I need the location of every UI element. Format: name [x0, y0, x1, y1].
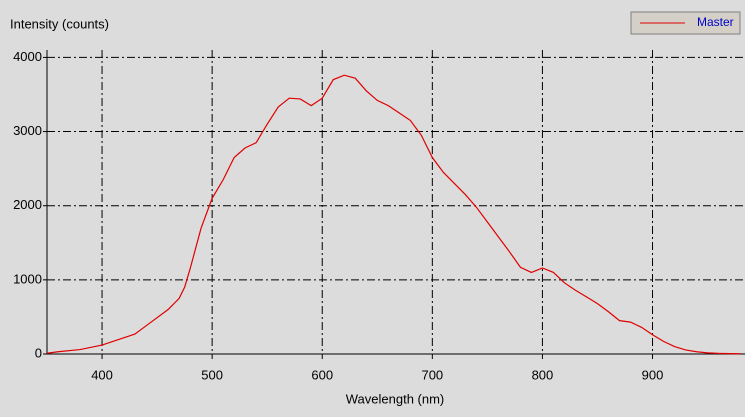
y-axis-label: Intensity (counts): [10, 16, 109, 31]
x-tick-label: 700: [421, 367, 443, 382]
data-line: [46, 74, 741, 355]
x-axis-label: Wavelength (nm): [346, 391, 445, 406]
x-tick-label: 800: [532, 367, 554, 382]
y-tick-label: 4000: [13, 49, 42, 64]
y-tick-label: 2000: [13, 197, 42, 212]
legend-label: Master: [697, 15, 734, 29]
x-tick-label: 500: [201, 367, 223, 382]
y-tick-label: 3000: [13, 123, 42, 138]
x-tick-label: 900: [642, 367, 664, 382]
y-tick-label: 0: [35, 345, 42, 360]
legend-box: [630, 11, 741, 35]
y-tick-label: 1000: [13, 271, 42, 286]
x-tick-label: 600: [311, 367, 333, 382]
x-tick-label: 400: [91, 367, 113, 382]
